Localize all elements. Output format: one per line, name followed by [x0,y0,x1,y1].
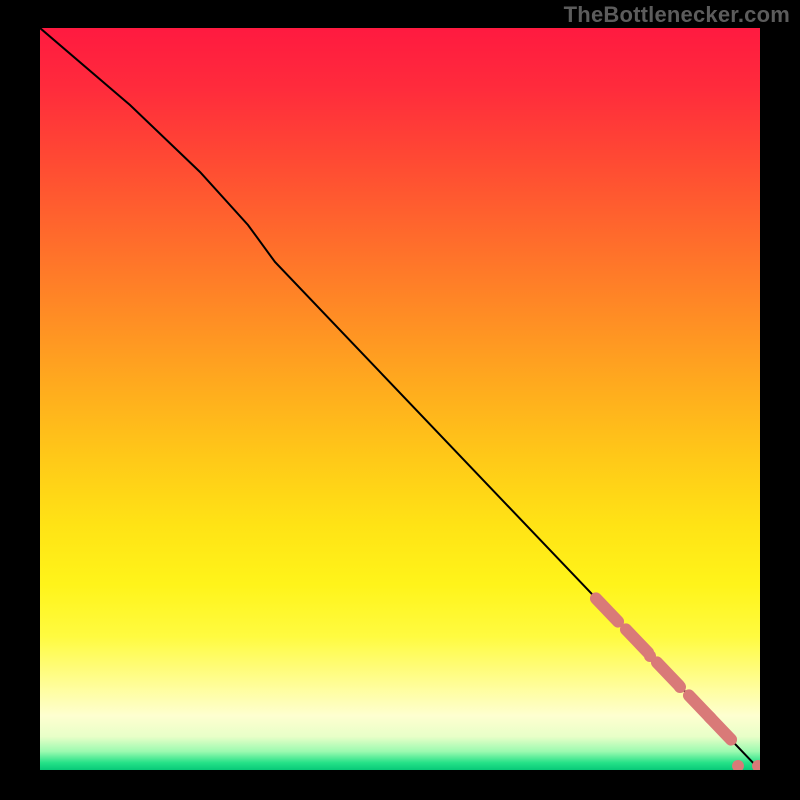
bottleneck-chart [0,0,800,800]
watermark-text: TheBottlenecker.com [564,2,790,28]
chart-canvas: { "watermark": { "text": "TheBottlenecke… [0,0,800,800]
marker-dot [674,681,686,693]
